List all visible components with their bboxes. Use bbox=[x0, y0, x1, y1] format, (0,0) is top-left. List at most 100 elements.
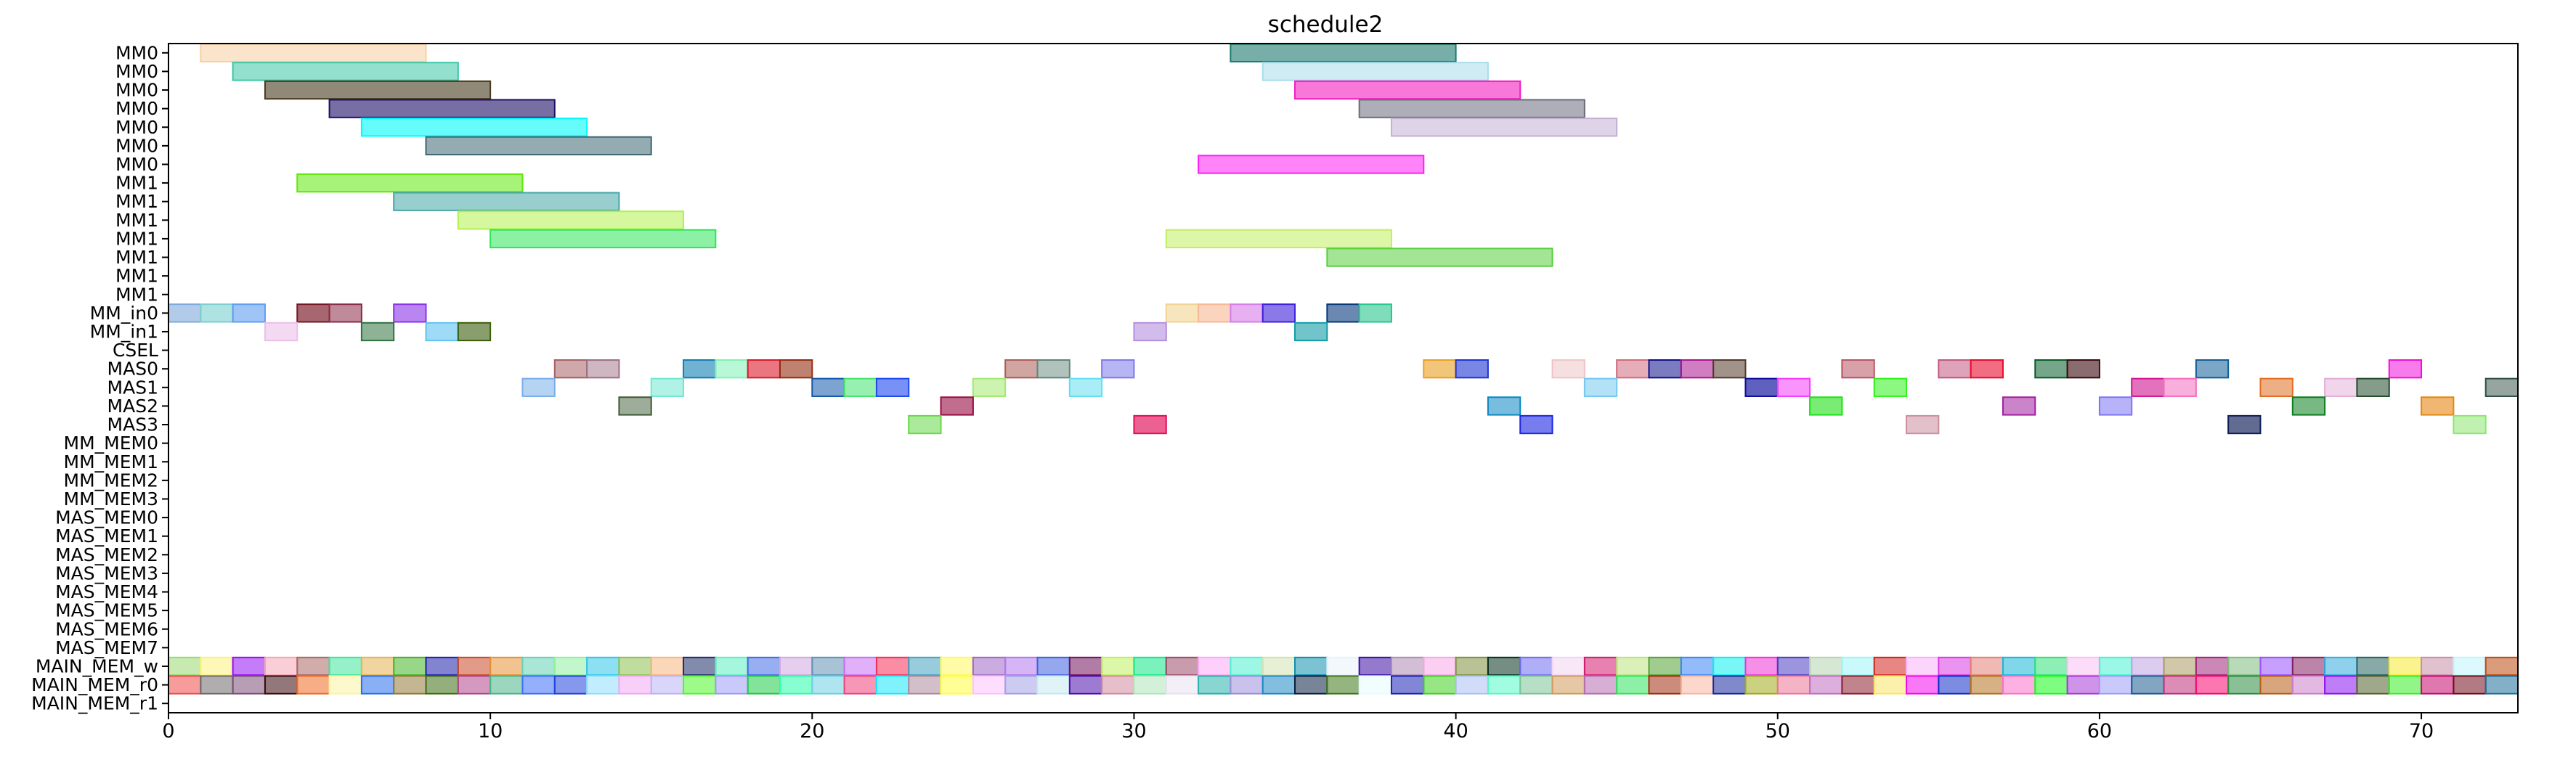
memory-slot-main-mem-w-41 bbox=[1487, 656, 1521, 676]
task-bar-mas2-41 bbox=[1487, 396, 1521, 416]
task-bar-mas3-30 bbox=[1133, 414, 1167, 435]
task-bar-mm-in0-7 bbox=[393, 303, 427, 323]
task-bar-mas1-72 bbox=[2484, 377, 2519, 397]
bars-layer bbox=[168, 43, 2519, 695]
y-tick-label: MM0 bbox=[115, 80, 158, 101]
x-axis: 0 10 20 30 40 50 60 70 bbox=[162, 713, 2434, 742]
memory-slot-main-mem-w-13 bbox=[586, 656, 620, 676]
task-bar-mas0-56 bbox=[1970, 359, 2004, 379]
memory-slot-main-mem-r0-24 bbox=[940, 675, 974, 695]
memory-slot-main-mem-r0-4 bbox=[296, 675, 330, 695]
memory-slot-main-mem-w-6 bbox=[360, 656, 395, 676]
task-bar-mm0-2 bbox=[232, 62, 459, 81]
memory-slot-main-mem-r0-21 bbox=[843, 675, 877, 695]
memory-slot-main-mem-w-16 bbox=[683, 656, 717, 676]
task-bar-mas0-13 bbox=[586, 359, 620, 379]
y-tick-label: MM0 bbox=[115, 61, 158, 82]
memory-slot-main-mem-w-51 bbox=[1809, 656, 1843, 676]
memory-slot-main-mem-w-11 bbox=[521, 656, 556, 676]
task-bar-mas2-24 bbox=[940, 396, 974, 416]
y-tick-label: MM_MEM1 bbox=[64, 451, 158, 472]
x-tick-label: 20 bbox=[800, 720, 824, 742]
memory-slot-main-mem-r0-10 bbox=[489, 675, 524, 695]
task-bar-mas0-40 bbox=[1455, 359, 1489, 379]
memory-slot-main-mem-r0-59 bbox=[2066, 675, 2100, 695]
task-bar-mm0-38 bbox=[1390, 118, 1618, 137]
memory-slot-main-mem-r0-15 bbox=[650, 675, 685, 695]
task-bar-mas2-66 bbox=[2291, 396, 2326, 416]
task-bar-mas3-42 bbox=[1519, 414, 1553, 435]
memory-slot-main-mem-w-40 bbox=[1455, 656, 1489, 676]
memory-slot-main-mem-r0-61 bbox=[2131, 675, 2165, 695]
memory-slot-main-mem-r0-32 bbox=[1198, 675, 1232, 695]
memory-slot-main-mem-w-23 bbox=[908, 656, 942, 676]
y-tick-labels: MM0MM0MM0MM0MM0MM0MM0MM1MM1MM1MM1MM1MM1M… bbox=[31, 42, 168, 714]
memory-slot-main-mem-w-39 bbox=[1423, 656, 1457, 676]
memory-slot-main-mem-r0-1 bbox=[200, 675, 234, 695]
task-bar-mm-in0-37 bbox=[1358, 303, 1392, 323]
x-tick-label: 60 bbox=[2087, 720, 2112, 742]
memory-slot-main-mem-r0-31 bbox=[1165, 675, 1200, 695]
y-tick-label: MM_MEM0 bbox=[64, 433, 158, 454]
memory-slot-main-mem-r0-26 bbox=[1004, 675, 1039, 695]
memory-slot-main-mem-r0-67 bbox=[2324, 675, 2358, 695]
task-bar-mas0-52 bbox=[1841, 359, 1875, 379]
task-bar-mas0-16 bbox=[683, 359, 717, 379]
task-bar-mm1-10 bbox=[489, 229, 717, 249]
task-bar-mas0-69 bbox=[2388, 359, 2423, 379]
task-bar-mas3-23 bbox=[908, 414, 942, 435]
task-bar-mas0-26 bbox=[1004, 359, 1039, 379]
memory-slot-main-mem-w-29 bbox=[1101, 656, 1135, 676]
y-tick-label: MAIN_MEM_w bbox=[36, 655, 158, 676]
y-tick-label: MM_in0 bbox=[90, 303, 158, 324]
memory-slot-main-mem-r0-20 bbox=[811, 675, 845, 695]
memory-slot-main-mem-w-68 bbox=[2356, 656, 2390, 676]
memory-slot-main-mem-w-49 bbox=[1744, 656, 1779, 676]
task-bar-mas1-53 bbox=[1873, 377, 1908, 397]
memory-slot-main-mem-r0-44 bbox=[1583, 675, 1618, 695]
memory-slot-main-mem-w-36 bbox=[1326, 656, 1360, 676]
task-bar-mm-in0-32 bbox=[1198, 303, 1232, 323]
task-bar-mas0-29 bbox=[1101, 359, 1135, 379]
memory-slot-main-mem-r0-58 bbox=[2034, 675, 2068, 695]
task-bar-mas1-20 bbox=[811, 377, 845, 397]
memory-slot-main-mem-r0-27 bbox=[1036, 675, 1070, 695]
memory-slot-main-mem-r0-11 bbox=[521, 675, 556, 695]
memory-slot-main-mem-r0-51 bbox=[1809, 675, 1843, 695]
task-bar-mm0-1 bbox=[200, 43, 427, 62]
task-bar-mm0-32 bbox=[1198, 155, 1425, 174]
memory-slot-main-mem-w-5 bbox=[328, 656, 362, 676]
memory-slot-main-mem-w-30 bbox=[1133, 656, 1167, 676]
task-bar-mm-in0-0 bbox=[168, 303, 202, 323]
task-bar-mm-in0-36 bbox=[1326, 303, 1360, 323]
memory-slot-main-mem-w-33 bbox=[1230, 656, 1264, 676]
y-tick-label: MAS_MEM7 bbox=[55, 637, 158, 658]
memory-slot-main-mem-w-63 bbox=[2195, 656, 2230, 676]
task-bar-mm-in0-33 bbox=[1230, 303, 1264, 323]
memory-slot-main-mem-r0-49 bbox=[1744, 675, 1779, 695]
memory-slot-main-mem-w-28 bbox=[1068, 656, 1103, 676]
memory-slot-main-mem-w-17 bbox=[715, 656, 749, 676]
memory-slot-main-mem-r0-40 bbox=[1455, 675, 1489, 695]
memory-slot-main-mem-w-42 bbox=[1519, 656, 1553, 676]
memory-slot-main-mem-r0-50 bbox=[1776, 675, 1811, 695]
memory-slot-main-mem-r0-30 bbox=[1133, 675, 1167, 695]
task-bar-mas1-62 bbox=[2163, 377, 2197, 397]
task-bar-mas1-65 bbox=[2259, 377, 2293, 397]
task-bar-mas3-71 bbox=[2453, 414, 2487, 435]
y-tick-label: MM1 bbox=[115, 247, 158, 268]
task-bar-mm0-37 bbox=[1358, 99, 1585, 118]
memory-slot-main-mem-r0-41 bbox=[1487, 675, 1521, 695]
memory-slot-main-mem-r0-29 bbox=[1101, 675, 1135, 695]
task-bar-mas1-68 bbox=[2356, 377, 2390, 397]
task-bar-mas0-48 bbox=[1712, 359, 1747, 379]
memory-slot-main-mem-w-58 bbox=[2034, 656, 2068, 676]
task-bar-mm-in0-5 bbox=[328, 303, 362, 323]
x-tick-label: 0 bbox=[162, 720, 174, 742]
memory-slot-main-mem-w-25 bbox=[972, 656, 1007, 676]
task-bar-mas2-70 bbox=[2421, 396, 2455, 416]
task-bar-mm-in1-3 bbox=[264, 322, 298, 342]
memory-slot-main-mem-r0-56 bbox=[1970, 675, 2004, 695]
memory-slot-main-mem-w-70 bbox=[2421, 656, 2455, 676]
